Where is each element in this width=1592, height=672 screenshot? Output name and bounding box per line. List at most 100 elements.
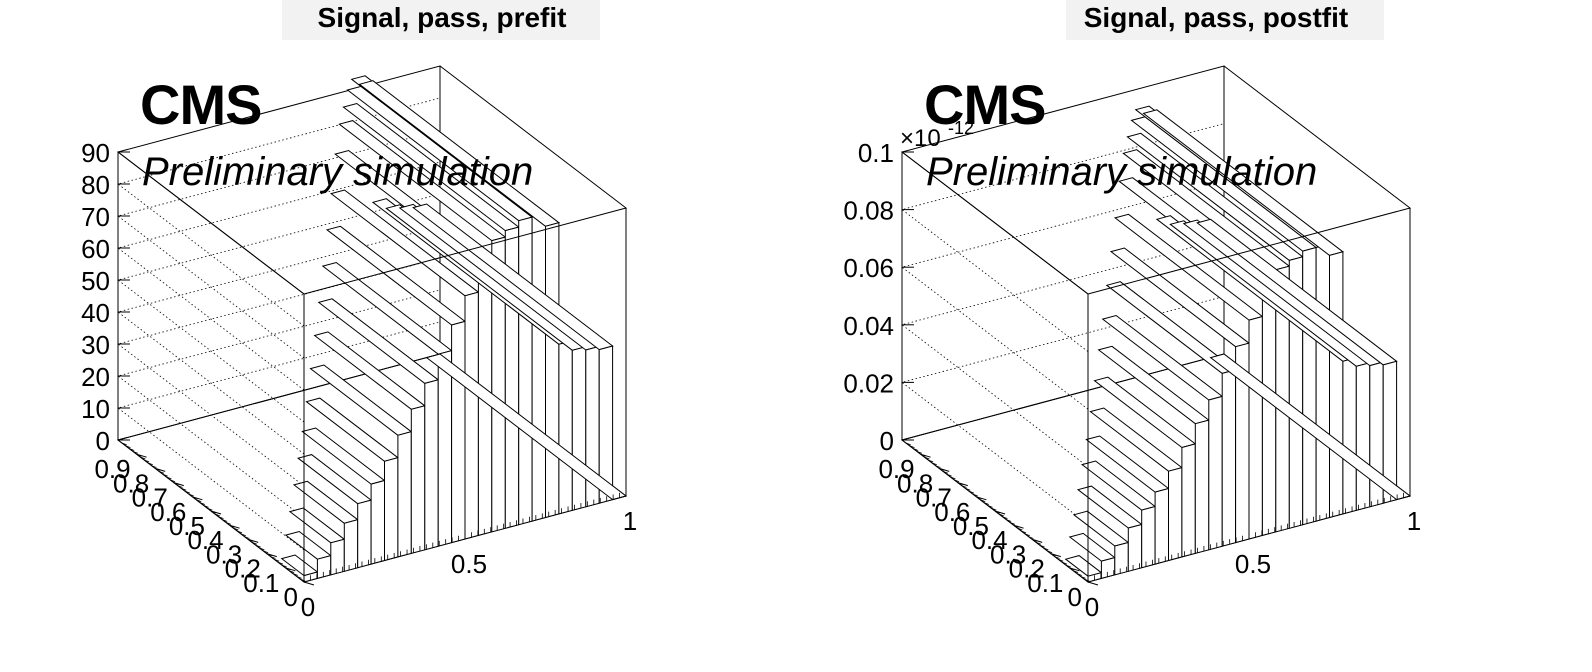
y-minor-tick [1061, 561, 1068, 565]
bar-front [316, 554, 332, 580]
y-minor-tick [957, 482, 963, 485]
y-minor-tick [147, 462, 153, 466]
y-minor-tick [199, 502, 205, 505]
bar-front [437, 349, 453, 547]
y-tick-label: 0.6 [934, 497, 970, 527]
bar-front [1302, 246, 1317, 526]
y-minor-tick [1058, 558, 1064, 562]
y-minor-tick [292, 573, 298, 576]
y-minor-tick [203, 504, 209, 508]
y-minor-tick [129, 448, 135, 451]
chart-panel-postfit: Signal, pass, postfit 0 0.02 0.04 0.06 0.08 0… [784, 0, 1580, 672]
z-grid-line [117, 193, 441, 423]
y-tick-label: 0.3 [990, 539, 1026, 569]
y-tick-label: 0 [1068, 582, 1082, 612]
y-minor-tick [1020, 530, 1027, 534]
y-minor-tick [151, 465, 157, 468]
z-tick-label: 80 [81, 170, 110, 200]
y-tick-label: 0.5 [953, 511, 989, 541]
y-tick-label: 0 [284, 582, 298, 612]
x-tick-label: 0 [301, 592, 315, 622]
y-minor-tick [998, 513, 1004, 517]
y-minor-tick [184, 490, 191, 494]
y-minor-tick [1050, 553, 1056, 556]
z-tick-label: 0.02 [843, 368, 894, 398]
z-tick-label: 0 [96, 426, 110, 456]
y-tick-label: 0.4 [971, 525, 1007, 555]
bar-front [558, 340, 573, 515]
y-minor-tick [143, 459, 150, 463]
y-minor-tick [277, 561, 284, 565]
preliminary-label: Preliminary simulation [142, 150, 534, 194]
y-minor-tick [1072, 570, 1079, 574]
y-minor-tick [195, 499, 202, 503]
y-minor-tick [207, 507, 213, 511]
z-grid-line [901, 180, 1225, 410]
z-tick-label: 0.08 [843, 196, 894, 226]
bar-top [305, 397, 400, 462]
y-minor-tick [244, 536, 250, 539]
bar-front [1355, 362, 1371, 511]
y-minor-tick [188, 493, 194, 497]
y-minor-tick [255, 544, 261, 548]
y-minor-tick [296, 575, 302, 579]
y-minor-tick [1054, 556, 1060, 559]
y-minor-tick [950, 476, 956, 480]
y-minor-tick [166, 476, 172, 480]
z-tick-label: 0.1 [858, 138, 894, 168]
bar-front [1100, 556, 1116, 580]
cms-label: CMS [140, 73, 262, 136]
z-tick-label: 10 [81, 394, 110, 424]
y-minor-tick [233, 527, 239, 531]
y-minor-tick [983, 502, 989, 505]
y-tick-label: 0.1 [1027, 568, 1063, 598]
title-box [282, 0, 600, 40]
bar-front [1382, 360, 1398, 504]
y-minor-tick [158, 470, 165, 474]
y-tick-label: 0.4 [187, 525, 223, 555]
bar-front [531, 212, 546, 522]
y-minor-tick [1006, 519, 1012, 522]
y-minor-tick [155, 468, 161, 471]
y-minor-tick [924, 456, 930, 460]
y-minor-tick [965, 487, 971, 491]
bar-front [357, 499, 372, 569]
top-left-edge [901, 151, 1089, 295]
y-minor-tick [1076, 573, 1082, 576]
y-minor-tick [946, 473, 952, 477]
y-minor-tick [979, 499, 986, 503]
z-tick-label: 70 [81, 202, 110, 232]
x-tick-label: 1 [623, 506, 637, 536]
z-grid-line [117, 321, 441, 551]
y-tick-label: 0.6 [150, 497, 186, 527]
y-minor-tick [909, 445, 915, 449]
y-minor-tick [169, 479, 176, 483]
z-tick-label: 50 [81, 266, 110, 296]
y-tick [1087, 581, 1099, 586]
top-left-edge [117, 151, 305, 295]
left-wall [901, 150, 1089, 584]
y-minor-tick [181, 487, 187, 491]
y-minor-tick [1013, 524, 1019, 528]
z-grid-line [117, 225, 441, 455]
y-minor-tick [1032, 539, 1038, 542]
y-minor-tick [939, 468, 945, 471]
bar-front [384, 457, 399, 562]
y-minor-tick [259, 547, 265, 551]
y-minor-tick [905, 442, 911, 446]
z-grid-line [901, 238, 1225, 468]
z-grid-line [117, 161, 441, 391]
y-minor-tick [136, 453, 142, 457]
x-tick-label: 1 [1407, 506, 1421, 536]
z-tick-label: 0.06 [843, 253, 894, 283]
y-minor-tick [121, 442, 127, 446]
y-minor-tick [931, 462, 937, 466]
bar-front [1194, 419, 1210, 554]
z-tick-label: 90 [81, 138, 110, 168]
y-minor-tick [1028, 536, 1034, 539]
z-grid-line [117, 257, 441, 487]
y-minor-tick [140, 456, 146, 460]
left-wall [117, 150, 305, 584]
y-minor-tick [125, 445, 131, 449]
y-minor-tick [266, 553, 272, 556]
